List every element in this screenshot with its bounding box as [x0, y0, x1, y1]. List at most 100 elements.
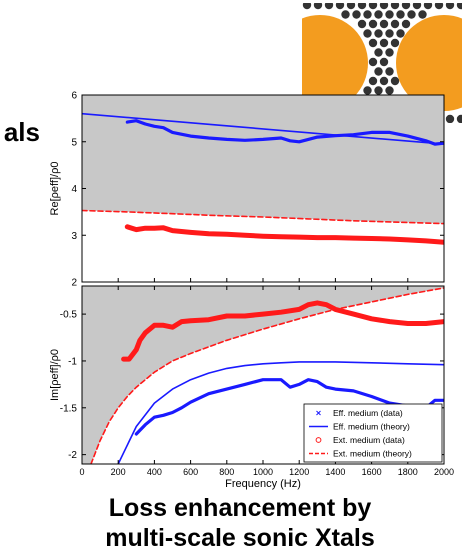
x-tick-label: 800: [219, 467, 234, 477]
inset-rod: [374, 10, 383, 19]
legend-x-symbol: [316, 410, 321, 416]
legend-label: Ext. medium (data): [333, 435, 405, 445]
x-tick-label: 1400: [325, 467, 345, 477]
inset-rod: [456, 114, 462, 123]
inset-rod: [374, 48, 383, 57]
y-tick-label: -2: [68, 450, 77, 461]
series-eff-medium-data: [125, 119, 444, 146]
x-tick-label: 400: [147, 467, 162, 477]
inset-rod: [335, 3, 345, 10]
inset-rod: [396, 29, 405, 38]
caption-line-1: Loss enhancement by: [108, 494, 372, 522]
imaginary-part-chart: -0.5 -1 -1.5 -20 200 400 600 800 1000 1200 1400 160…: [49, 285, 454, 490]
inset-rod: [324, 3, 334, 10]
inset-rod: [374, 29, 383, 38]
series-group: [90, 287, 444, 464]
inset-cylinder-left: [302, 15, 368, 111]
left-cropped-text: als: [3, 117, 40, 147]
inset-cylinders: [302, 15, 462, 111]
x-tick-label: 1000: [253, 467, 273, 477]
x-tick-label: 1200: [289, 467, 309, 477]
inset-rod: [357, 3, 367, 10]
inset-rod: [407, 10, 416, 19]
y-tick-label: 4: [71, 184, 77, 195]
inset-rod: [390, 19, 400, 29]
y-tick-label: 2: [71, 278, 77, 289]
y-tick-label: 5: [71, 137, 77, 148]
inset-cylinder-right: [396, 15, 462, 111]
series-ext-medium-theory: [82, 209, 444, 225]
inset-rod: [302, 3, 312, 10]
x-tick-label: 200: [111, 467, 126, 477]
caption-line-2: multi-scale sonic Xtals: [105, 524, 375, 552]
inset-rod: [363, 86, 372, 95]
legend-box: [303, 403, 443, 463]
inset-rod: [456, 3, 462, 10]
inset-rod: [434, 3, 444, 10]
inset-rod: [390, 3, 400, 10]
legend-label: Eff. medium (data): [333, 408, 403, 418]
inset-rod: [352, 10, 361, 19]
y-tick-label: -1: [68, 356, 77, 367]
inset-rod: [390, 38, 400, 48]
inset-rod: [379, 76, 389, 86]
x-axis-label: Frequency (Hz): [225, 478, 301, 490]
inset-rod: [445, 3, 455, 10]
series-ext-medium-data: [121, 300, 444, 362]
y-tick-label: -1.5: [60, 403, 78, 414]
y-tick-label: 6: [71, 91, 77, 102]
inset-rod: [368, 76, 378, 86]
x-tick-label: 1600: [362, 467, 382, 477]
inset-rod: [363, 10, 372, 19]
inset-rod: [423, 3, 433, 10]
y-tick-label: 3: [71, 231, 77, 242]
y-tick-label: -0.5: [60, 310, 78, 321]
inset-rod: [374, 67, 383, 76]
series-eff-medium-theory: [117, 361, 444, 464]
x-tick-label: 1800: [398, 467, 418, 477]
x-tick-label: 0: [79, 467, 84, 477]
inset-rod: [385, 29, 394, 38]
inset-rod: [341, 10, 350, 19]
y-axis-label: Im[ρeff]/ρ0: [49, 349, 61, 401]
inset-rod: [379, 57, 389, 67]
inset-rod: [292, 1, 300, 9]
inset-rod: [368, 19, 378, 29]
inset-rod: [313, 3, 323, 10]
inset-rod: [379, 19, 389, 29]
y-axis-label: Re[ρeff]/ρ0: [49, 162, 61, 216]
inset-rod: [357, 19, 367, 29]
x-tick-label: 2000: [434, 467, 454, 477]
inset-rod: [379, 38, 389, 48]
legend-label: Eff. medium (theory): [333, 422, 410, 432]
inset-rod: [401, 19, 411, 29]
inset-rod: [390, 76, 400, 86]
series-group: [82, 112, 444, 245]
x-tick-label: 600: [183, 467, 198, 477]
inset-rod: [368, 57, 378, 67]
series-ext-medium-data: [124, 224, 444, 245]
real-part-chart: 2 3 4 5 6 Re[ρeff]/ρ0: [49, 91, 445, 289]
inset-rod: [385, 48, 394, 57]
inset-rod: [451, 124, 459, 132]
inset-rod: [385, 67, 394, 76]
legend-circle-symbol: [315, 437, 322, 443]
inset-rod: [385, 86, 394, 95]
series-eff-medium-theory: [82, 112, 444, 145]
shaded-region: [82, 95, 444, 224]
inset-rod: [418, 10, 427, 19]
legend: Eff. medium (data) Eff. medium (theory) Ex…: [303, 403, 443, 463]
inset-rod: [374, 86, 383, 95]
inset-rod: [346, 3, 356, 10]
inset-rod: [385, 10, 394, 19]
legend-label: Ext. medium (theory): [333, 449, 412, 459]
inset-rod: [363, 29, 372, 38]
inset-rod: [368, 38, 378, 48]
shaded-region: [82, 286, 444, 464]
inset-rod: [445, 114, 455, 123]
series-ext-medium-theory: [90, 287, 444, 464]
inset-rod: [412, 3, 422, 10]
series-eff-medium-data: [134, 378, 444, 436]
inset-rod: [379, 3, 389, 10]
